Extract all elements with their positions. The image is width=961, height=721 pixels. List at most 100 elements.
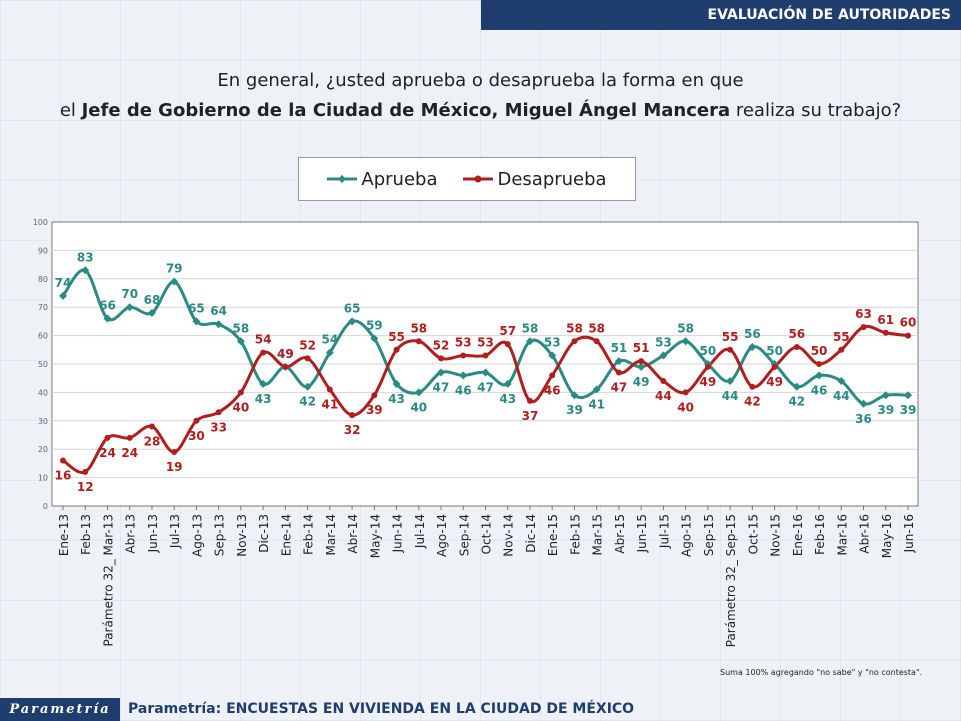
y-tick-label: 10 [38,474,48,483]
data-point-aprueba [726,377,735,386]
data-point-desaprueba [727,346,734,353]
data-label-aprueba: 79 [166,262,183,276]
data-label-aprueba: 43 [255,392,272,406]
x-tick-label: Jun-15 [635,514,649,553]
data-point-aprueba [392,379,401,388]
data-label-desaprueba: 58 [588,321,605,335]
data-label-desaprueba: 53 [455,335,472,349]
y-tick-label: 80 [38,275,48,284]
data-point-desaprueba [326,386,333,393]
data-label-aprueba: 54 [321,333,338,347]
data-point-aprueba [792,382,801,391]
data-label-desaprueba: 57 [499,324,516,338]
y-tick-label: 30 [38,417,48,426]
section-header: EVALUACIÓN DE AUTORIDADES [481,0,961,30]
data-point-aprueba [481,368,490,377]
legend-item-aprueba: Aprueba [327,169,437,190]
data-point-aprueba [614,357,623,366]
x-tick-label: Mar-15 [591,514,605,555]
data-point-aprueba [570,391,579,400]
data-label-aprueba: 49 [633,375,650,389]
data-label-aprueba: 51 [611,341,628,355]
data-point-desaprueba [215,409,222,416]
data-point-aprueba [259,379,268,388]
data-label-aprueba: 58 [233,321,250,335]
footer-logo: Parametría [0,698,120,721]
question-line-2: el Jefe de Gobierno de la Ciudad de Méxi… [0,100,961,121]
data-point-aprueba [437,368,446,377]
data-label-aprueba: 50 [700,344,717,358]
x-tick-label: Jul-15 [657,514,671,549]
data-point-aprueba [592,385,601,394]
x-tick-label: Sep-13 [213,514,227,556]
data-label-aprueba: 47 [477,381,494,395]
data-label-desaprueba: 55 [722,330,739,344]
data-point-aprueba [125,303,134,312]
x-tick-label: Feb-16 [813,514,827,555]
x-tick-label: Parámetro 32_ Sep-15 [724,514,738,647]
data-label-aprueba: 74 [55,276,72,290]
data-point-aprueba [236,337,245,346]
data-point-desaprueba [438,355,445,362]
x-tick-label: Jul-14 [413,514,427,549]
data-point-aprueba [325,348,334,357]
data-point-desaprueba [504,341,511,348]
x-tick-label: Jun-13 [146,514,160,553]
data-label-desaprueba: 30 [188,429,205,443]
data-label-aprueba: 36 [855,412,872,426]
data-point-desaprueba [860,324,867,331]
data-point-aprueba [192,317,201,326]
data-point-aprueba [81,266,90,275]
data-point-aprueba [904,391,912,400]
data-point-desaprueba [193,417,200,424]
data-point-desaprueba [415,338,422,345]
data-point-desaprueba [104,434,111,441]
data-point-desaprueba [82,468,89,475]
data-point-desaprueba [171,449,178,456]
data-label-desaprueba: 63 [855,307,872,321]
x-tick-label: Jun-16 [902,514,916,553]
data-point-aprueba [748,342,757,351]
data-label-desaprueba: 50 [811,344,828,358]
data-label-aprueba: 53 [544,335,561,349]
data-label-aprueba: 39 [877,403,894,417]
data-label-desaprueba: 56 [788,327,805,341]
x-tick-label: May-16 [880,514,894,558]
data-point-desaprueba [393,346,400,353]
footnote: Suma 100% agregando "no sabe" y "no cont… [720,668,923,677]
question-prefix: el [59,100,82,121]
data-label-aprueba: 49 [277,347,294,361]
data-label-desaprueba: 16 [55,469,72,483]
data-point-aprueba [370,334,379,343]
data-point-aprueba [837,377,846,386]
data-point-aprueba [659,351,668,360]
data-label-desaprueba: 28 [144,434,161,448]
data-point-aprueba [503,379,512,388]
data-label-aprueba: 65 [188,301,205,315]
data-label-aprueba: 43 [499,392,516,406]
x-tick-label: Feb-15 [568,514,582,555]
legend-item-desaprueba: Desaprueba [463,169,607,190]
data-point-desaprueba [638,358,645,365]
data-point-desaprueba [749,383,756,390]
data-point-aprueba [881,391,890,400]
question-suffix: realiza su trabajo? [730,100,902,121]
data-label-desaprueba: 49 [766,375,783,389]
data-point-desaprueba [260,349,267,356]
x-tick-label: Ene-16 [791,514,805,556]
data-point-aprueba [637,362,646,371]
data-label-aprueba: 46 [811,383,828,397]
data-label-desaprueba: 24 [121,446,138,460]
data-label-aprueba: 42 [299,395,316,409]
data-label-desaprueba: 33 [210,420,227,434]
data-point-aprueba [147,308,156,317]
data-label-desaprueba: 46 [544,383,561,397]
x-tick-label: Ago-13 [190,514,204,557]
data-point-desaprueba [882,329,889,336]
y-tick-label: 100 [33,218,48,227]
data-point-aprueba [214,320,223,329]
data-point-desaprueba [816,361,823,367]
y-tick-label: 60 [38,332,48,341]
data-label-desaprueba: 49 [277,347,294,361]
data-point-aprueba [548,351,557,360]
